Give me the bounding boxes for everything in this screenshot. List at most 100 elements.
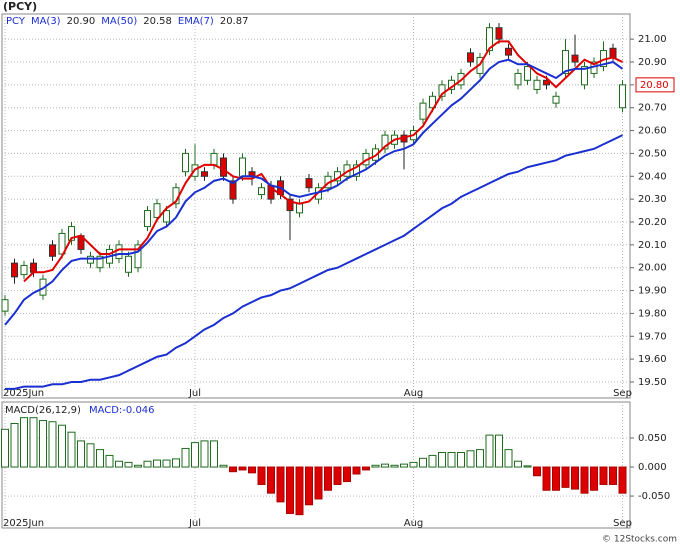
y-tick-label: 20.30: [638, 194, 667, 205]
macd-bar: [134, 464, 142, 468]
macd-bar: [485, 434, 494, 468]
candle-body: [419, 102, 427, 120]
y-tick-label: -0.050: [638, 491, 670, 502]
candle-body: [68, 226, 75, 241]
y-tick-label: 20.50: [638, 148, 667, 159]
macd-bar: [124, 461, 133, 468]
macd-bar: [1, 428, 9, 468]
candle-body: [495, 27, 503, 40]
candle-body: [381, 134, 389, 150]
macd-bar: [143, 460, 152, 468]
macd-bar: [115, 460, 123, 468]
y-tick-label: 0.050: [638, 433, 667, 444]
y-tick-label: 20.20: [638, 217, 667, 228]
candle-body: [505, 47, 512, 56]
macd-bar: [352, 466, 361, 475]
legend-value: 20.58: [143, 16, 172, 27]
macd-bar: [314, 466, 323, 500]
macd-title: MACD(26,12,9): [5, 405, 81, 416]
macd-bar: [362, 466, 370, 471]
candle-body: [115, 244, 123, 260]
candle-body: [305, 178, 313, 189]
macd-bar: [229, 466, 237, 473]
candle-body: [49, 244, 56, 257]
macd-bar: [533, 466, 541, 477]
legend-value: 20.87: [220, 16, 249, 27]
macd-bar: [371, 464, 380, 468]
legend-name: EMA(7): [178, 16, 214, 27]
macd-bar: [181, 447, 190, 468]
candle-body: [429, 95, 436, 109]
macd-bar: [286, 466, 294, 514]
macd-bar: [162, 459, 171, 468]
candle-body: [11, 262, 18, 278]
macd-bar: [400, 463, 408, 468]
macd-bar: [77, 440, 85, 468]
macd-bar: [419, 457, 427, 468]
macd-bar: [542, 466, 551, 491]
candle-body: [96, 255, 104, 269]
candle-body: [125, 255, 132, 273]
y-tick-label: 20.40: [638, 171, 667, 182]
macd-bar: [590, 466, 598, 491]
macd-bar: [343, 466, 351, 483]
candle-body: [201, 171, 208, 177]
macd-bar: [295, 466, 304, 516]
candle-body: [182, 152, 189, 173]
y-tick-label: 19.90: [638, 286, 667, 297]
watermark: © 12Stocks.com: [602, 535, 677, 545]
macd-bar: [438, 452, 446, 468]
macd-bar: [153, 459, 161, 468]
macd-bar: [58, 424, 66, 468]
candle-body: [353, 164, 360, 177]
candle-body: [619, 84, 626, 109]
legend-name: MA(3): [31, 16, 61, 27]
candle-body: [134, 244, 142, 269]
macd-bar: [580, 466, 589, 494]
macd-bar: [333, 466, 342, 485]
candle-body: [144, 210, 151, 228]
candle-body: [58, 232, 66, 255]
macd-bar: [48, 421, 57, 468]
x-tick-label: Aug: [404, 518, 424, 529]
macd-bar: [172, 458, 180, 468]
candle-body: [467, 52, 474, 63]
x-tick-label: Aug: [404, 388, 424, 399]
legend-name: MA(50): [101, 16, 137, 27]
candle-body: [30, 262, 37, 273]
ma-line: [23, 40, 623, 283]
macd-bar: [447, 452, 456, 468]
legend-value: 20.90: [67, 16, 96, 27]
macd-bar: [428, 454, 437, 468]
y-tick-label: 20.70: [638, 103, 667, 114]
macd-bar: [257, 466, 266, 485]
macd-bar: [67, 431, 76, 468]
last-price-box: [635, 77, 675, 93]
macd-bar: [39, 420, 47, 468]
macd-bar: [200, 440, 209, 468]
candle-body: [239, 157, 246, 177]
ma-line: [4, 58, 624, 326]
candle-body: [609, 47, 617, 58]
candle-body: [163, 210, 170, 223]
y-tick-label: 20.00: [638, 263, 667, 274]
chart-title: (PCY): [3, 0, 37, 13]
last-price-label: 20.80: [640, 80, 669, 91]
macd-bar: [466, 450, 475, 468]
y-tick-label: 0.000: [638, 462, 667, 473]
candle-body: [20, 264, 28, 276]
candle-body: [562, 50, 569, 74]
macd-bar: [504, 449, 513, 468]
candle-body: [258, 187, 265, 196]
macd-bar: [210, 440, 218, 468]
macd-bar: [381, 463, 389, 468]
macd-bar: [105, 454, 114, 468]
x-tick-label: 2025Jun: [3, 388, 44, 399]
macd-bar: [191, 442, 199, 468]
macd-bar: [96, 449, 104, 468]
legend-symbol: PCY: [6, 16, 26, 27]
x-tick-label: Sep: [613, 518, 632, 529]
macd-bar: [276, 466, 285, 503]
y-tick-label: 19.60: [638, 354, 667, 365]
